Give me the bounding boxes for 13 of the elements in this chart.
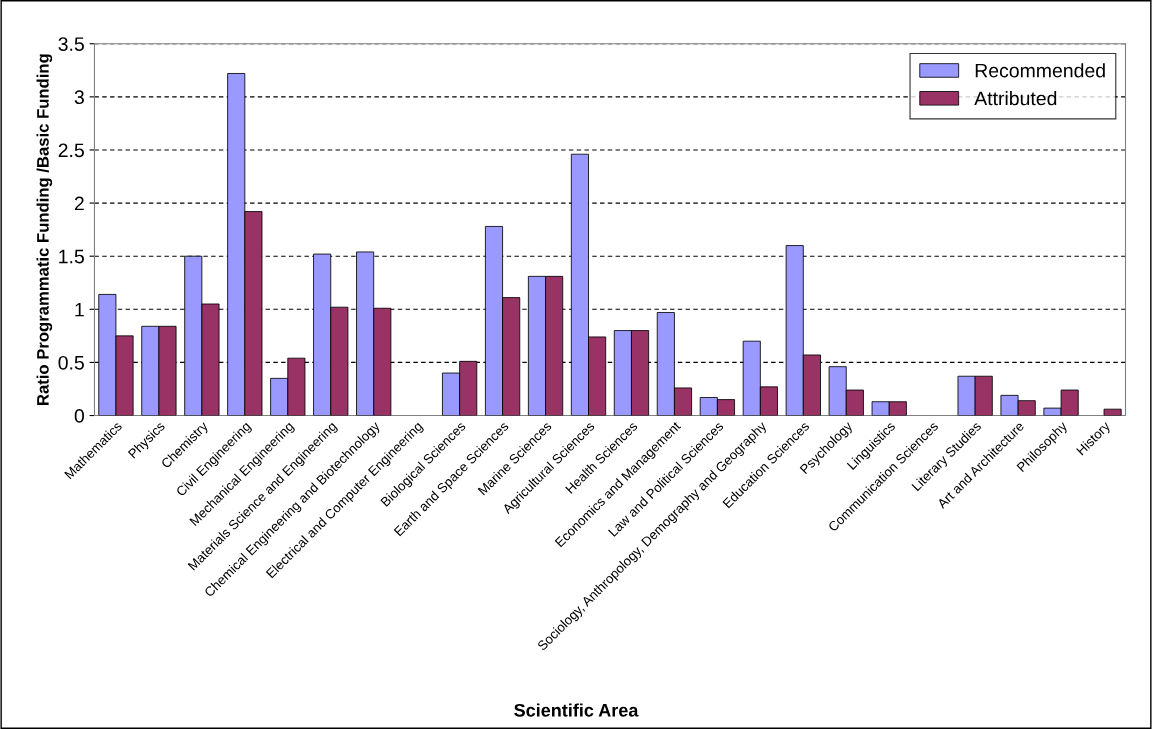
y-axis-title: Ratio Programmatic Funding /Basic Funding [36, 54, 53, 405]
legend-label: Attributed [974, 91, 1057, 106]
y-tick-label: 3.5 [58, 37, 84, 51]
legend-label: Recommended [975, 63, 1105, 78]
y-tick-label: 2 [74, 196, 84, 211]
y-tick-label: 0.5 [58, 355, 84, 370]
y-tick-label: 0 [74, 409, 84, 423]
x-axis-title: Scientific Area [514, 703, 639, 717]
y-tick-label: 1.5 [59, 249, 84, 264]
y-tick-label: 3 [74, 90, 84, 105]
y-tick-label: 2.5 [58, 143, 84, 158]
y-tick-label: 1 [75, 302, 84, 317]
bar [1103, 408, 1122, 416]
